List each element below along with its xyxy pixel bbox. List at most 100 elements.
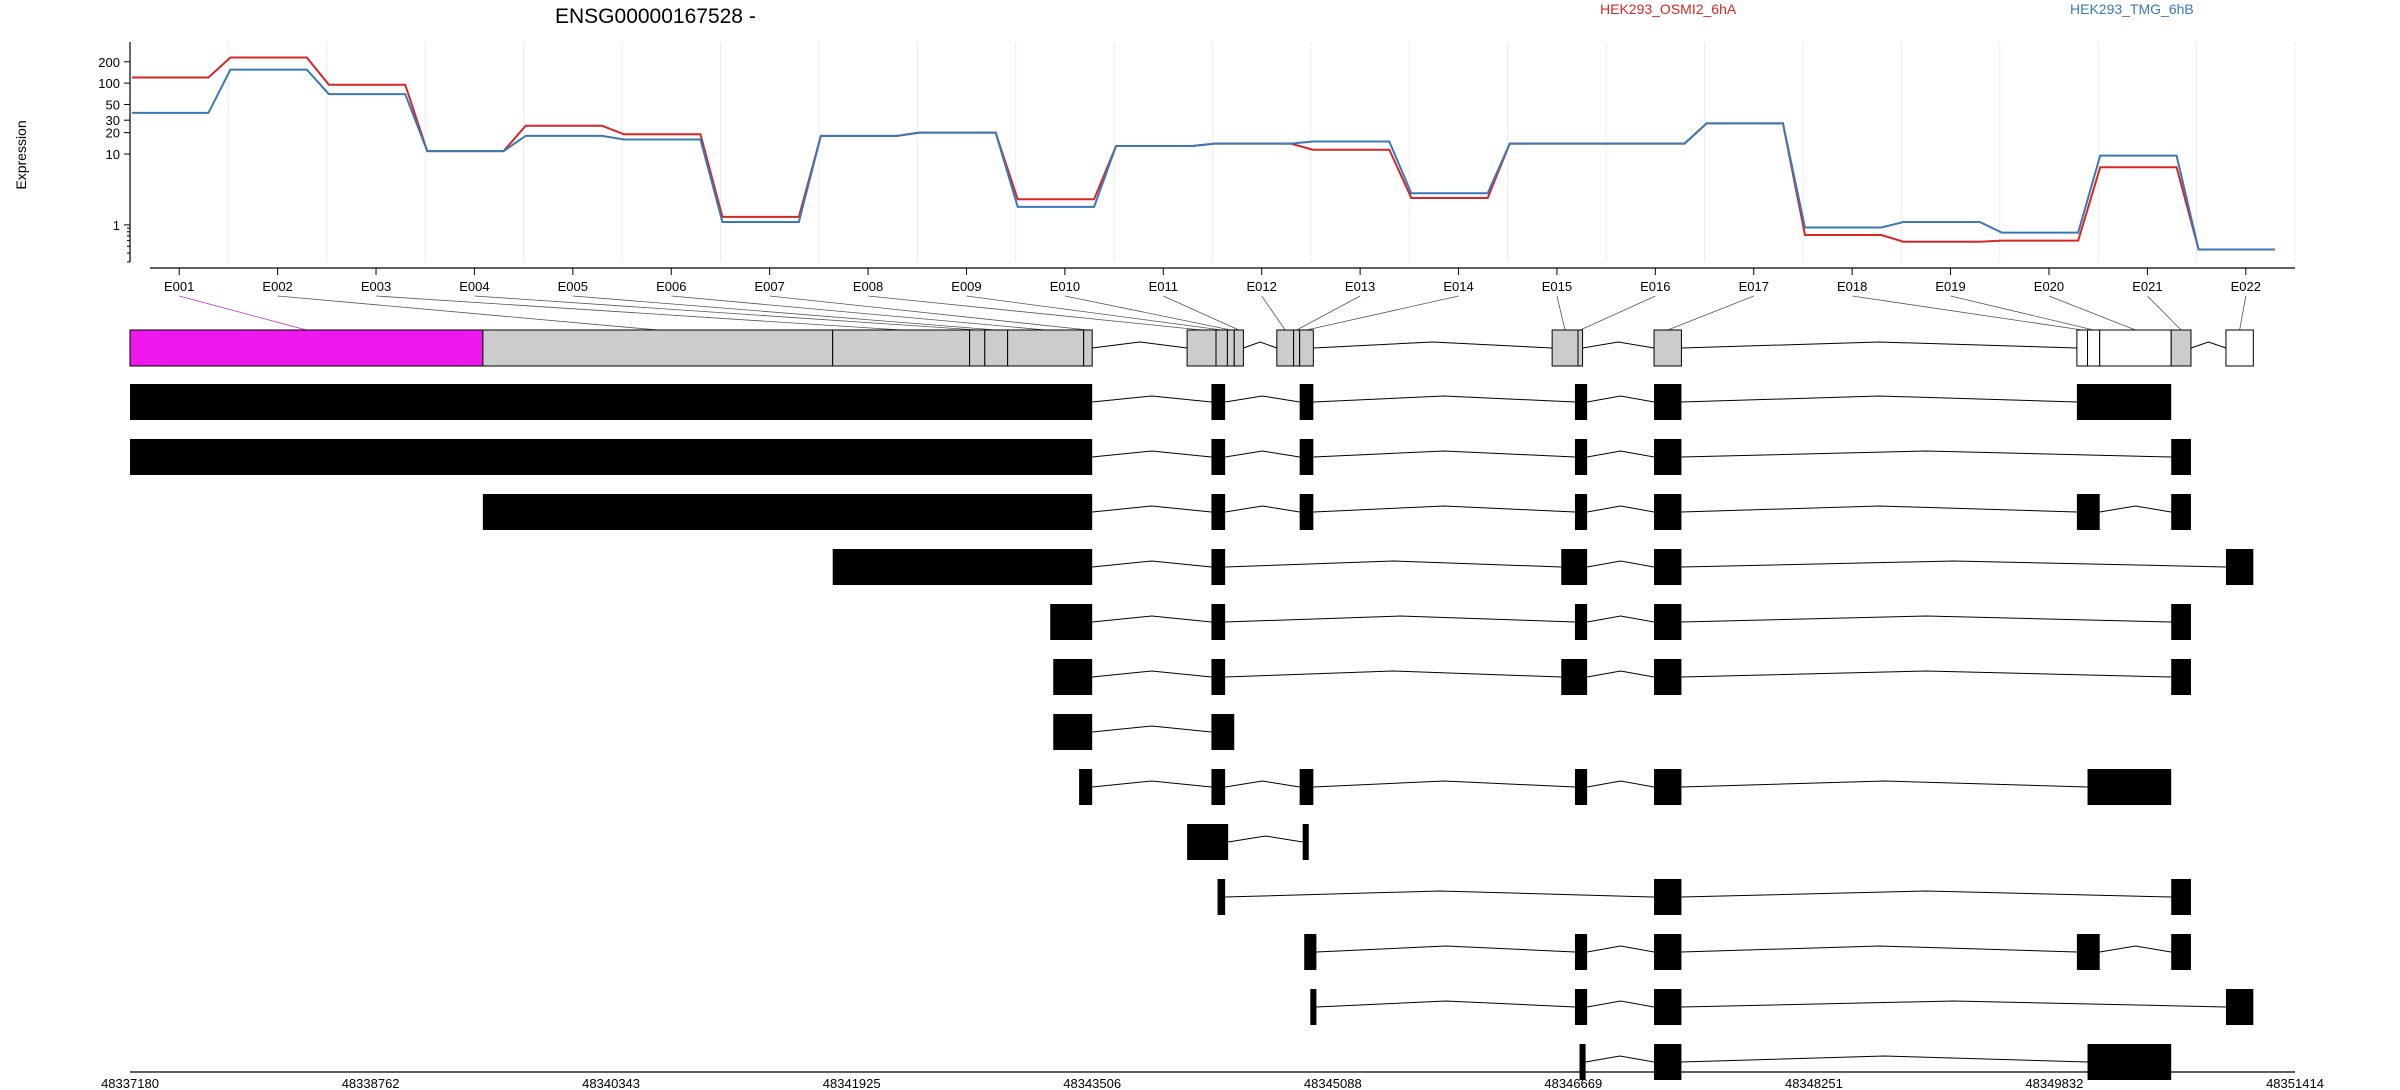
transcript-intron — [1313, 505, 1575, 513]
transcript-exon — [1654, 549, 1682, 585]
transcript-intron — [1225, 395, 1300, 403]
transcript-intron — [2099, 505, 2172, 513]
transcript-exon — [1654, 439, 1682, 475]
transcript-intron — [1587, 395, 1655, 403]
transcript-intron — [1681, 890, 2172, 898]
connector-line — [1950, 295, 2094, 331]
coord-tick-label: 48337180 — [101, 1076, 159, 1090]
transcript-intron — [1587, 505, 1655, 513]
transcript-intron — [1092, 450, 1212, 458]
transcript-intron — [1092, 670, 1212, 678]
transcript-intron — [1225, 670, 1562, 678]
transcript-exon — [1574, 769, 1588, 805]
transcript-exon — [2171, 879, 2191, 915]
exon-tick-label: E008 — [853, 279, 883, 294]
exon-box-e001 — [129, 329, 484, 367]
transcript-intron — [1681, 450, 2172, 458]
y-tick-label: 20 — [106, 126, 120, 141]
connector-line — [2048, 295, 2136, 331]
exon-box-e010 — [1226, 329, 1235, 367]
transcript-exon — [1211, 384, 1226, 420]
transcript-intron — [1681, 505, 2077, 513]
transcript-intron — [1313, 450, 1575, 458]
intron-line — [2190, 341, 2227, 349]
coord-tick-label: 48349832 — [2025, 1076, 2083, 1090]
connector-line — [966, 295, 1222, 331]
series-lines — [132, 56, 2275, 251]
connector-line — [1667, 295, 1754, 331]
exon-box-e016 — [1577, 329, 1584, 367]
exon-box-e006 — [1007, 329, 1085, 367]
transcript-exon — [2076, 494, 2100, 530]
exon-box-e007 — [1083, 329, 1093, 367]
exon-box-e011 — [1233, 329, 1244, 367]
exon-tick-label: E016 — [1640, 279, 1670, 294]
legend-series-1: HEK293_OSMI2_6hA — [1600, 1, 1737, 17]
transcript-intron — [1681, 560, 2226, 568]
exon-box-e002 — [482, 329, 834, 367]
transcript-exon — [2171, 439, 2191, 475]
transcript-exon — [2225, 549, 2254, 585]
connector-line — [868, 295, 1202, 331]
transcript-intron — [1587, 615, 1655, 623]
transcript-exon — [2087, 769, 2172, 805]
connector-line — [1163, 295, 1239, 331]
transcript-1 — [130, 384, 2172, 420]
transcript-exon — [1654, 934, 1682, 970]
transcript-2 — [130, 439, 2191, 475]
exon-box-e021 — [2170, 329, 2192, 367]
series-line-2 — [132, 68, 2275, 251]
exon-box-e022 — [2225, 329, 2254, 367]
intron-line — [1092, 341, 1188, 349]
transcript-exon — [1654, 769, 1682, 805]
transcript-exon — [1310, 989, 1317, 1025]
transcript-intron — [1313, 780, 1575, 788]
transcript-7 — [1053, 714, 1235, 750]
transcript-9 — [1187, 824, 1309, 860]
connector-line — [671, 295, 1046, 331]
transcript-exon — [1211, 769, 1226, 805]
transcript-8 — [1079, 769, 2172, 805]
y-tick-label: 1 — [113, 218, 120, 233]
transcript-exon — [2087, 1044, 2172, 1080]
exon-axis: E001 E002 E003 E004 E005 E006 E007 E008 E009 E010… — [150, 267, 2295, 294]
connector-line — [572, 295, 997, 331]
transcript-4 — [832, 549, 2254, 585]
transcript-intron — [1587, 1000, 1655, 1008]
exon-tick-label: E013 — [1345, 279, 1375, 294]
exon-tick-label: E019 — [1935, 279, 1965, 294]
transcript-intron — [1681, 1055, 2088, 1063]
transcript-exon — [1053, 714, 1093, 750]
transcript-3 — [482, 494, 2191, 530]
transcript-intron — [1587, 560, 1655, 568]
transcript-intron — [2099, 945, 2172, 953]
transcript-intron — [1587, 945, 1655, 953]
grid-lines — [129, 42, 2296, 262]
y-tick-label: 200 — [98, 55, 120, 70]
exon-box-e014 — [1299, 329, 1314, 367]
exon-tick-label: E014 — [1443, 279, 1473, 294]
coord-tick-label: 48348251 — [1785, 1076, 1843, 1090]
transcript-10 — [1217, 879, 2191, 915]
transcript-12 — [1310, 989, 2254, 1025]
transcript-exon — [1654, 1044, 1682, 1080]
transcript-exon — [1211, 714, 1235, 750]
connector-line — [769, 295, 1088, 331]
transcript-exon — [1053, 659, 1093, 695]
chart-title: ENSG00000167528 - — [555, 5, 756, 28]
exon-box-e019 — [2087, 329, 2101, 367]
exon-box-e008 — [1186, 329, 1217, 367]
transcript-intron — [1092, 615, 1212, 623]
exon-tick-label: E020 — [2034, 279, 2064, 294]
legend-series-2: HEK293_TMG_6hB — [2070, 1, 2194, 17]
transcript-exon — [130, 384, 1093, 420]
transcript-intron — [1681, 945, 2077, 953]
transcript-exon — [1574, 439, 1588, 475]
transcript-exon — [1302, 824, 1309, 860]
transcript-intron — [1681, 395, 2077, 403]
transcript-exon — [1654, 989, 1682, 1025]
connector-line — [1306, 295, 1459, 331]
exon-tick-label: E005 — [558, 279, 588, 294]
transcript-exon — [1211, 494, 1226, 530]
